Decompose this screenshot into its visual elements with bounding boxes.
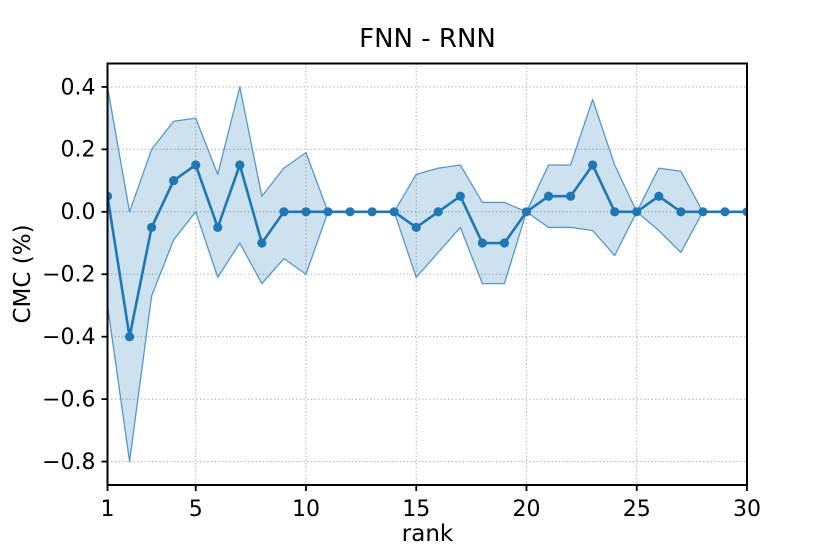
y-tick-label: 0.4 — [61, 75, 96, 100]
data-point-marker — [543, 191, 554, 201]
data-point-marker — [411, 222, 421, 233]
y-tick-label: −0.4 — [42, 325, 95, 350]
x-axis-label: rank — [402, 521, 454, 547]
data-point-marker — [477, 238, 487, 248]
y-tick-label: 0.0 — [61, 200, 96, 225]
chart-title: FNN - RNN — [359, 24, 496, 54]
data-point-marker — [632, 207, 642, 217]
data-point-marker — [257, 238, 267, 248]
data-point-marker — [279, 207, 289, 217]
data-point-marker — [301, 207, 311, 217]
data-point-marker — [169, 175, 179, 186]
y-tick-label: −0.2 — [42, 263, 95, 288]
data-point-marker — [720, 207, 730, 217]
data-point-marker — [107, 191, 113, 201]
series-markers — [107, 160, 747, 342]
data-point-marker — [367, 207, 377, 217]
data-point-marker — [433, 207, 443, 217]
x-tick-label: 25 — [623, 497, 651, 522]
plot-border — [106, 62, 748, 486]
y-tick-label: −0.6 — [42, 388, 95, 413]
data-point-marker — [654, 191, 664, 201]
data-point-marker — [742, 207, 747, 217]
data-point-marker — [323, 207, 333, 217]
x-axis-ticks: 1 5 10 15 20 25 30 — [101, 485, 761, 522]
data-point-marker — [588, 160, 598, 170]
data-point-marker — [213, 222, 223, 233]
data-point-marker — [147, 222, 157, 233]
confidence-band — [107, 86, 747, 463]
gridlines — [107, 63, 747, 485]
y-tick-label: 0.2 — [61, 138, 96, 163]
band-upper-edge — [107, 86, 747, 213]
data-point-marker — [345, 207, 355, 217]
x-tick-label: 1 — [101, 497, 115, 522]
data-point-marker — [124, 332, 135, 342]
x-tick-label: 20 — [512, 497, 540, 522]
band-fill — [107, 86, 747, 462]
data-point-marker — [610, 207, 620, 217]
data-point-marker — [191, 160, 201, 170]
band-lower-edge — [107, 211, 747, 463]
data-point-marker — [389, 207, 399, 217]
y-tick-label: −0.8 — [42, 450, 95, 475]
y-axis-ticks: 0.4 0.2 0.0 −0.2 −0.4 −0.6 −0.8 — [42, 75, 108, 475]
data-point-marker — [521, 207, 532, 217]
x-tick-label: 30 — [733, 497, 761, 522]
x-tick-label: 15 — [402, 497, 430, 522]
x-tick-label: 5 — [189, 497, 203, 522]
data-point-marker — [235, 160, 245, 170]
data-point-marker — [676, 207, 686, 217]
data-point-marker — [455, 191, 465, 201]
data-point-marker — [565, 191, 576, 201]
y-axis-label: CMC (%) — [10, 224, 36, 323]
data-point-marker — [499, 238, 510, 248]
x-tick-label: 10 — [292, 497, 320, 522]
data-point-marker — [698, 207, 708, 217]
